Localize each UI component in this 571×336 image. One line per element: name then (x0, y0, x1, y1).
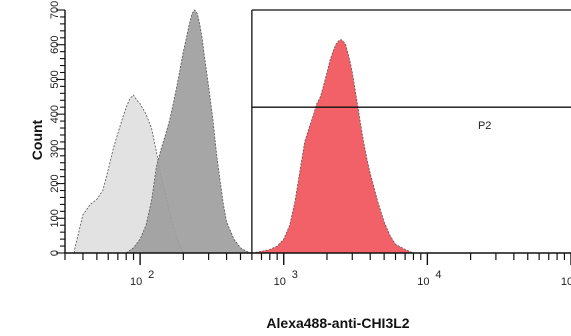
x-tick-exponent: 4 (435, 269, 441, 281)
y-tick-label: 400 (49, 105, 61, 123)
gate-layer (251, 9, 571, 253)
axes: 1021031041050100200300400500600700 (49, 1, 571, 288)
x-tick-exponent: 3 (292, 269, 298, 281)
x-tick-label: 10 (561, 276, 571, 288)
y-axis-title: Count (29, 119, 45, 160)
y-tick-label: 500 (49, 70, 61, 88)
x-tick-exponent: 2 (148, 269, 154, 281)
y-tick-label: 200 (49, 174, 61, 192)
histogram-series-2 (124, 9, 253, 254)
x-tick-label: 10 (274, 276, 286, 288)
y-tick-label: 700 (49, 1, 61, 19)
x-tick-label: 10 (130, 276, 142, 288)
x-axis-title: Alexa488-anti-CHI3L2 (266, 315, 409, 331)
y-tick-label: 300 (49, 140, 61, 158)
gate-label: P2 (478, 120, 491, 132)
x-tick-label: 10 (417, 276, 429, 288)
histogram-areas (74, 9, 414, 254)
histogram-series-3 (251, 39, 414, 254)
y-tick-label: 100 (49, 209, 61, 227)
y-tick-label: 600 (49, 36, 61, 54)
y-tick-label: 0 (49, 250, 61, 256)
